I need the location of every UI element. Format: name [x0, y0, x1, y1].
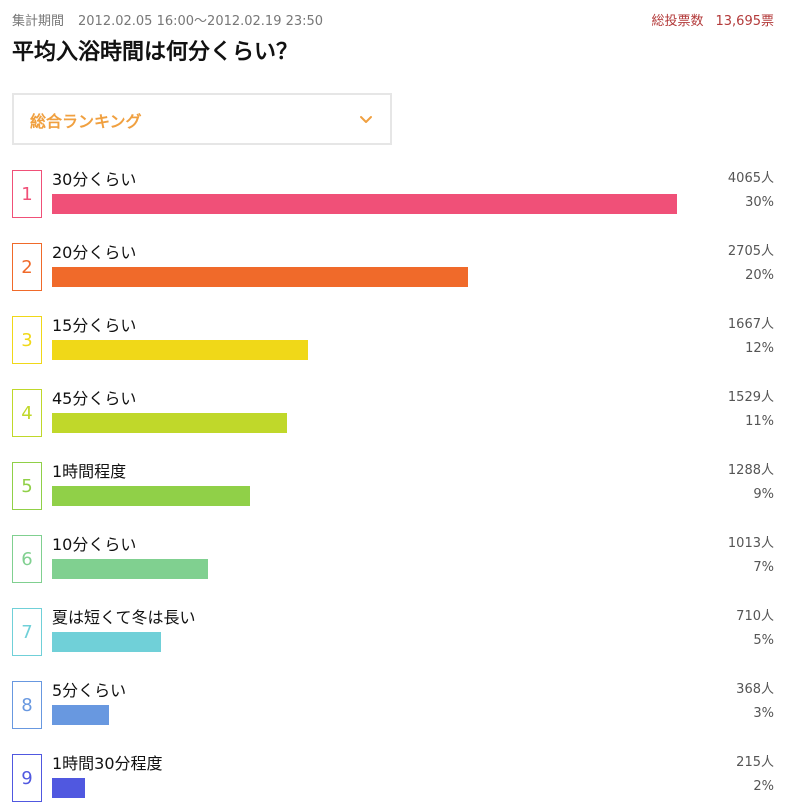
ranking-row: 2 20分くらい 2705人 20%	[0, 243, 786, 303]
rank-badge: 1	[12, 170, 42, 218]
rank-badge: 7	[12, 608, 42, 656]
ranking-row: 3 15分くらい 1667人 12%	[0, 316, 786, 376]
vote-percent: 3%	[753, 706, 774, 721]
period-label: 集計期間	[12, 14, 65, 29]
total-votes-label: 総投票数	[651, 14, 704, 29]
ranking-select-label: 総合ランキング	[30, 112, 142, 131]
vote-bar	[52, 267, 468, 287]
vote-bar	[52, 705, 109, 725]
rank-badge: 5	[12, 462, 42, 510]
vote-count: 1288人	[727, 463, 774, 478]
ranking-row: 6 10分くらい 1013人 7%	[0, 535, 786, 595]
option-label: 30分くらい	[52, 170, 137, 189]
period-info: 集計期間 2012.02.05 16:00〜2012.02.19 23:50	[12, 10, 323, 29]
vote-percent: 20%	[745, 268, 774, 283]
ranking-row: 1 30分くらい 4065人 30%	[0, 170, 786, 230]
ranking-row: 9 1時間30分程度 215人 2%	[0, 754, 786, 810]
vote-count: 215人	[736, 755, 774, 770]
rank-badge: 4	[12, 389, 42, 437]
vote-percent: 5%	[753, 633, 774, 648]
vote-count: 368人	[736, 682, 774, 697]
vote-bar	[52, 413, 287, 433]
vote-bar	[52, 340, 308, 360]
vote-count: 1667人	[727, 317, 774, 332]
vote-percent: 11%	[745, 414, 774, 429]
ranking-row: 4 45分くらい 1529人 11%	[0, 389, 786, 449]
ranking-row: 8 5分くらい 368人 3%	[0, 681, 786, 741]
vote-bar	[52, 632, 161, 652]
total-votes-value: 13,695票	[715, 14, 775, 29]
option-label: 20分くらい	[52, 243, 137, 262]
vote-bar	[52, 559, 208, 579]
rank-badge: 2	[12, 243, 42, 291]
vote-percent: 12%	[745, 341, 774, 356]
ranking-row: 7 夏は短くて冬は長い 710人 5%	[0, 608, 786, 668]
option-label: 1時間30分程度	[52, 754, 163, 773]
rank-badge: 8	[12, 681, 42, 729]
ranking-select[interactable]: 総合ランキング	[12, 93, 392, 145]
rank-badge: 6	[12, 535, 42, 583]
vote-count: 1529人	[727, 390, 774, 405]
option-label: 45分くらい	[52, 389, 137, 408]
vote-count: 4065人	[727, 171, 774, 186]
vote-percent: 2%	[753, 779, 774, 794]
page-title: 平均入浴時間は何分くらい？	[12, 40, 299, 65]
vote-percent: 9%	[753, 487, 774, 502]
vote-bar	[52, 778, 85, 798]
option-label: 5分くらい	[52, 681, 127, 700]
vote-count: 710人	[736, 609, 774, 624]
period-value: 2012.02.05 16:00〜2012.02.19 23:50	[78, 14, 324, 29]
option-label: 1時間程度	[52, 462, 127, 481]
vote-count: 1013人	[727, 536, 774, 551]
rank-badge: 3	[12, 316, 42, 364]
total-votes: 総投票数 13,695票	[651, 10, 774, 29]
vote-percent: 7%	[753, 560, 774, 575]
option-label: 15分くらい	[52, 316, 137, 335]
option-label: 10分くらい	[52, 535, 137, 554]
option-label: 夏は短くて冬は長い	[52, 608, 196, 627]
vote-count: 2705人	[727, 244, 774, 259]
rank-badge: 9	[12, 754, 42, 802]
vote-bar	[52, 194, 677, 214]
vote-percent: 30%	[745, 195, 774, 210]
ranking-row: 5 1時間程度 1288人 9%	[0, 462, 786, 522]
chevron-down-icon	[360, 116, 372, 123]
vote-bar	[52, 486, 250, 506]
